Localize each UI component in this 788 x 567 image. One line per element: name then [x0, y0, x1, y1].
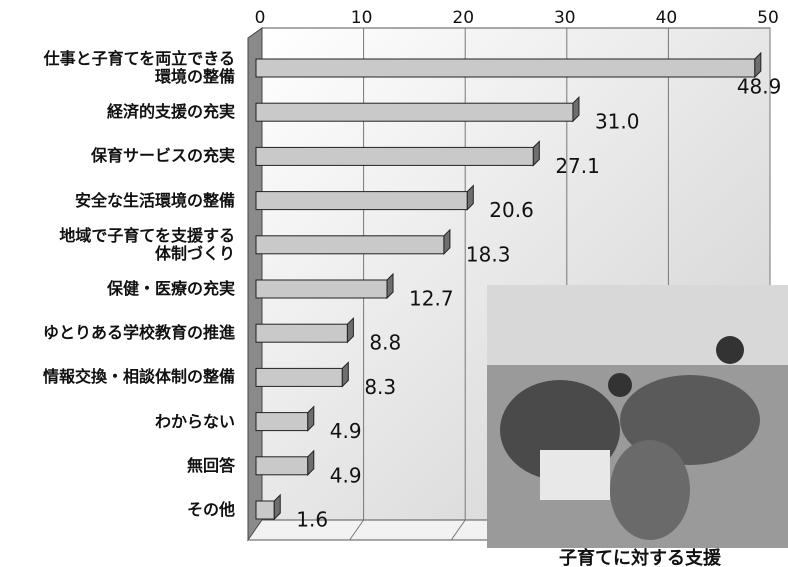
bar — [256, 280, 387, 298]
value-label: 27.1 — [555, 154, 600, 178]
value-label: 12.7 — [409, 287, 454, 311]
bar — [256, 501, 274, 519]
bar — [256, 147, 533, 165]
x-tick-label: 10 — [351, 8, 373, 28]
category-label: 地域で子育てを支援する 体制づくり — [59, 227, 235, 263]
x-tick-label: 50 — [757, 8, 779, 28]
value-label: 18.3 — [466, 242, 511, 266]
category-label: ゆとりある学校教育の推進 — [43, 324, 235, 342]
x-tick-label: 30 — [554, 8, 576, 28]
category-label: わからない — [155, 413, 235, 431]
category-label: その他 — [187, 501, 235, 519]
bar — [256, 236, 444, 254]
value-label: 1.6 — [296, 508, 328, 532]
x-tick-label: 40 — [656, 8, 678, 28]
photo-caption: 子育てに対する支援 — [559, 547, 722, 567]
category-label: 情報交換・相談体制の整備 — [43, 368, 235, 386]
category-label: 経済的支援の充実 — [107, 103, 235, 121]
value-label: 4.9 — [330, 463, 362, 487]
bar — [256, 324, 347, 342]
bar — [256, 103, 573, 121]
value-label: 8.3 — [364, 375, 396, 399]
value-label: 31.0 — [595, 110, 640, 134]
bar — [256, 59, 755, 77]
category-label: 保健・医療の充実 — [107, 280, 235, 298]
category-label: 保育サービスの充実 — [91, 147, 235, 165]
value-label: 8.8 — [369, 331, 401, 355]
category-label: 安全な生活環境の整備 — [75, 192, 235, 210]
x-tick-label: 20 — [452, 8, 474, 28]
bar — [256, 457, 308, 475]
bar — [256, 192, 467, 210]
bar — [256, 413, 308, 431]
page: 子育てに対する支援 0 10 20 30 40 50 48.9 31.0 27.1 20.6 18.… — [0, 0, 788, 567]
value-label: 4.9 — [330, 419, 362, 443]
bar — [256, 368, 342, 386]
x-tick-label: 0 — [255, 8, 266, 28]
category-label: 無回答 — [187, 457, 235, 475]
photo — [487, 285, 788, 548]
value-label: 48.9 — [737, 75, 782, 99]
category-label: 仕事と子育てを両立できる 環境の整備 — [44, 50, 235, 86]
value-label: 20.6 — [489, 198, 534, 222]
